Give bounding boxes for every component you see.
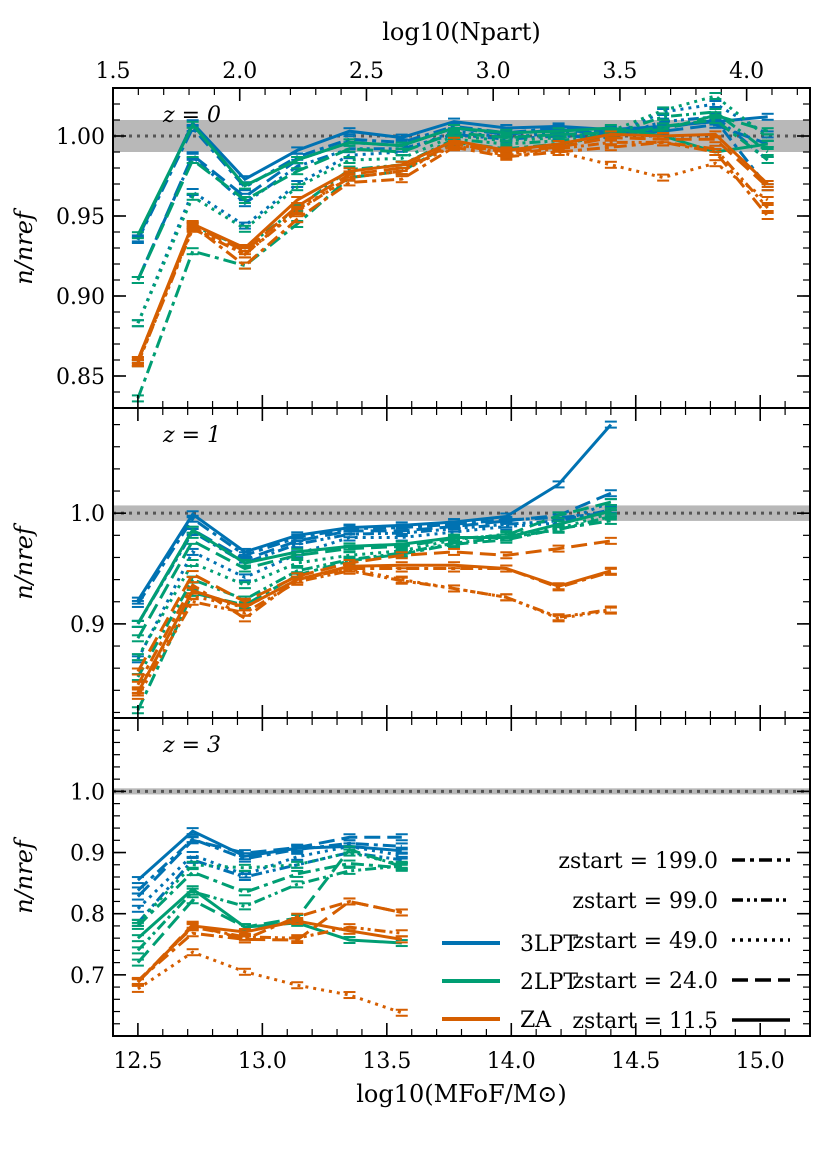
series-2LPT-z24.0 — [136, 847, 403, 964]
series-ZA-z199.0 — [136, 140, 769, 363]
y-axis-title: n/nref — [10, 207, 38, 285]
top-axis-tick-label: 4.0 — [729, 59, 764, 84]
reference-band — [113, 788, 810, 795]
series-3LPT-z199.0 — [136, 837, 402, 892]
y-tick-label: 0.95 — [56, 205, 105, 230]
legend-color-label: ZA — [520, 1008, 552, 1033]
series-3LPT-z199.0 — [136, 511, 612, 605]
x-tick-label: 14.5 — [611, 1049, 660, 1074]
series-ZA-z11.5 — [136, 919, 403, 984]
series-2LPT-z99.0 — [136, 864, 402, 952]
y-tick-label: 0.8 — [70, 903, 105, 928]
top-axis-tick-label: 1.5 — [96, 59, 131, 84]
top-axis-tick-label: 2.0 — [222, 59, 257, 84]
legend-style-label: zstart = 11.5 — [572, 1009, 718, 1034]
y-tick-label: 0.90 — [56, 285, 105, 310]
series-ZA-z49.0 — [137, 950, 403, 1015]
legend-color-label: 3LPT — [520, 932, 578, 957]
top-axis-title: log10(Npart) — [382, 18, 541, 46]
top-axis-tick-label: 2.5 — [349, 59, 384, 84]
y-axis-title: n/nref — [10, 522, 38, 600]
y-tick-label: 0.9 — [70, 613, 105, 638]
series-ZA-z199.0 — [136, 899, 403, 983]
series-3LPT-z99.0 — [136, 508, 612, 625]
y-tick-label: 1.0 — [70, 502, 105, 527]
y-tick-label: 0.7 — [70, 964, 105, 989]
legend-colors: 3LPT 2LPT ZA — [442, 932, 578, 1033]
series-group — [131, 420, 617, 715]
series-ZA-z99.0 — [136, 925, 402, 983]
series-3LPT-z49.0 — [136, 844, 403, 910]
panel-label: z = 3 — [162, 733, 221, 758]
series-ZA-z24.0 — [136, 539, 612, 673]
x-tick-label: 13.5 — [362, 1049, 411, 1074]
legend-styles: zstart = 199.0 zstart = 99.0 zstart = 49.0… — [558, 849, 790, 1034]
top-axis-tick-label: 3.5 — [602, 59, 637, 84]
series-ZA-z11.5 — [136, 132, 769, 361]
y-tick-label: 0.9 — [70, 842, 105, 867]
legend-color-label: 2LPT — [520, 970, 578, 995]
panel-label: z = 1 — [162, 423, 221, 448]
series-ZA-z199.0 — [136, 567, 612, 686]
x-tick-label: 14.0 — [487, 1049, 536, 1074]
series-2LPT-z49.0 — [136, 511, 612, 658]
series-2LPT-z24.0 — [136, 500, 612, 640]
series-ZA-z99.0 — [136, 569, 612, 697]
panel-2: 0.9 1.0 z = 1 n/nref — [10, 407, 811, 719]
series-2LPT-z199.0 — [136, 861, 402, 927]
reference-band — [113, 505, 810, 521]
panel-frame — [112, 407, 811, 719]
panel-3: 0.7 0.8 0.9 1.0 z = 3 n/nref — [10, 717, 811, 1037]
series-3LPT-z11.5 — [136, 423, 613, 602]
panel-1: 0.85 0.90 0.95 1.00 z = 0 n/nref — [10, 87, 811, 409]
series-ZA-z49.0 — [136, 566, 612, 692]
x-tick-label: 15.0 — [736, 1049, 785, 1074]
series-2LPT-z11.5 — [136, 509, 612, 625]
series-2LPT-z49.0 — [136, 850, 403, 924]
legend-style-label: zstart = 24.0 — [572, 969, 718, 994]
x-tick-label: 13.0 — [238, 1049, 287, 1074]
y-tick-label: 0.85 — [56, 365, 105, 390]
legend-style-label: zstart = 49.0 — [572, 929, 718, 954]
legend-style-label: zstart = 199.0 — [558, 849, 718, 874]
panel-label: z = 0 — [162, 103, 221, 128]
top-axis-tick-label: 3.0 — [476, 59, 511, 84]
x-tick-label: 12.5 — [113, 1049, 162, 1074]
series-2LPT-z199.0 — [136, 118, 769, 399]
y-axis-title: n/nref — [10, 836, 38, 914]
series-3LPT-z199.0 — [136, 118, 769, 241]
x-axis-title: log10(MFoF/M⊙) — [356, 1080, 567, 1108]
series-group — [131, 827, 408, 1017]
legend-style-label: zstart = 99.0 — [572, 889, 718, 914]
series-ZA-z99.0 — [136, 140, 769, 364]
y-tick-label: 1.00 — [56, 125, 105, 150]
series-group — [131, 92, 774, 403]
y-tick-label: 1.0 — [70, 780, 105, 805]
